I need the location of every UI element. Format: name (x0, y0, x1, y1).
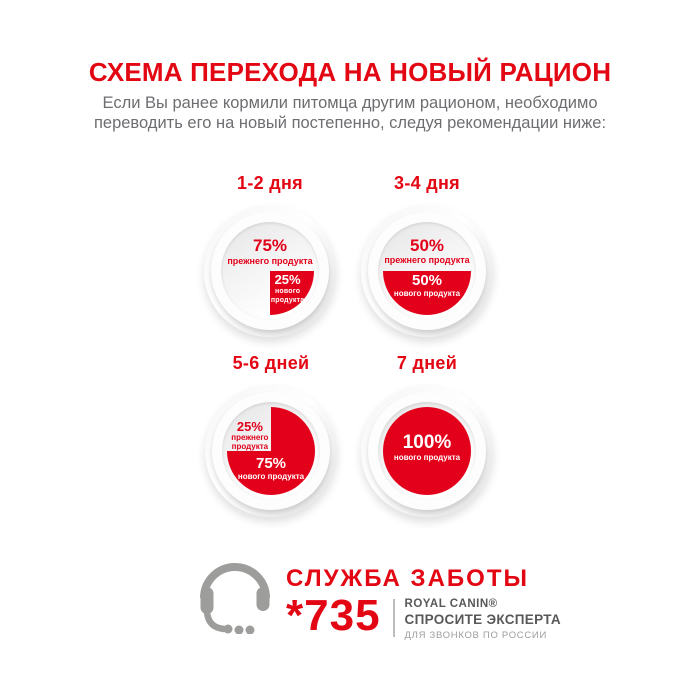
pie-chart-days-5-6: 25% прежнего продукта 75% нового продукт… (227, 407, 315, 495)
page-title: СХЕМА ПЕРЕХОДА НА НОВЫЙ РАЦИОН (88, 57, 612, 87)
bowl-days-3-4: 3-4 дня 50% прежнего продукта 50% нового… (352, 173, 502, 337)
plate: 75% прежнего продукта 25% нового продукт… (204, 205, 336, 337)
pie-chart-days-1-2: 75% прежнего продукта 25% нового продукт… (226, 227, 314, 315)
pie-chart-days-3-4: 50% прежнего продукта 50% нового продукт… (383, 227, 471, 315)
new-product-caption: нового продукта (393, 453, 461, 462)
expert-block: ROYAL CANIN® СПРОСИТЕ ЭКСПЕРТА ДЛЯ ЗВОНК… (405, 598, 561, 641)
phone-number: *735 (286, 591, 381, 640)
new-product-percent: 50% (411, 272, 443, 289)
old-product-percent: 50% (409, 236, 445, 255)
old-product-caption: прежнего продукта (227, 256, 313, 266)
old-product-wedge-text: 25% прежнего продукта (227, 420, 273, 451)
new-product-caption: нового продукта (393, 289, 461, 298)
plate: 50% прежнего продукта 50% нового продукт… (361, 205, 493, 337)
headset-icon (200, 563, 270, 634)
page-subtitle: Если Вы ранее кормили питомца другим рац… (0, 93, 700, 133)
bowl-day-7: 7 дней 100% нового продукта (352, 353, 502, 517)
bowl-days-1-2: 1-2 дня 75% прежнего продукта 25% нового… (195, 173, 345, 337)
plate: 25% прежнего продукта 75% нового продукт… (205, 385, 337, 517)
new-product-caption-line1: нового (274, 288, 301, 295)
phone-row: *735 ROYAL CANIN® СПРОСИТЕ ЭКСПЕРТА ДЛЯ … (286, 591, 561, 641)
old-product-percent: 75% (252, 236, 288, 255)
subtitle-line-2: переводить его на новый постепенно, след… (93, 114, 607, 132)
pie-chart-day-7: 100% нового продукта (383, 407, 471, 495)
footer-text: СЛУЖБА ЗАБОТЫ *735 ROYAL CANIN® СПРОСИТЕ… (286, 556, 561, 642)
bowl-days-5-6: 5-6 дней 25% прежнего продукта 75% новог… (196, 353, 346, 517)
old-product-caption-line2: продукта (231, 442, 269, 451)
new-product-caption-line2: продукта (270, 297, 305, 304)
old-product-caption: прежнего продукта (384, 255, 470, 265)
new-product-percent: 25% (274, 272, 301, 287)
calls-note: ДЛЯ ЗВОНКОВ ПО РОССИИ (404, 630, 547, 641)
old-product-percent: 25% (236, 419, 263, 434)
bowl-days-5-6-label: 5-6 дней (232, 353, 310, 373)
care-service-footer: СЛУЖБА ЗАБОТЫ *735 ROYAL CANIN® СПРОСИТЕ… (200, 556, 561, 641)
ask-expert-label: СПРОСИТЕ ЭКСПЕРТА (404, 612, 561, 627)
plate: 100% нового продукта (361, 385, 493, 517)
new-product-caption: нового продукта (237, 472, 305, 481)
new-product-percent: 100% (402, 432, 452, 453)
service-title: СЛУЖБА ЗАБОТЫ (286, 565, 529, 592)
vertical-divider (392, 599, 395, 637)
header: СХЕМА ПЕРЕХОДА НА НОВЫЙ РАЦИОН Если Вы р… (0, 58, 700, 133)
bowl-days-1-2-label: 1-2 дня (237, 173, 303, 193)
bowl-days-3-4-label: 3-4 дня (394, 173, 460, 193)
subtitle-line-1: Если Вы ранее кормили питомца другим рац… (102, 94, 598, 112)
brand-name: ROYAL CANIN® (404, 598, 498, 610)
new-product-wedge-text: 25% нового продукта (265, 273, 311, 304)
new-product-percent: 75% (255, 455, 287, 472)
bowl-day-7-label: 7 дней (396, 353, 458, 373)
old-product-caption-line1: прежнего (231, 433, 269, 442)
